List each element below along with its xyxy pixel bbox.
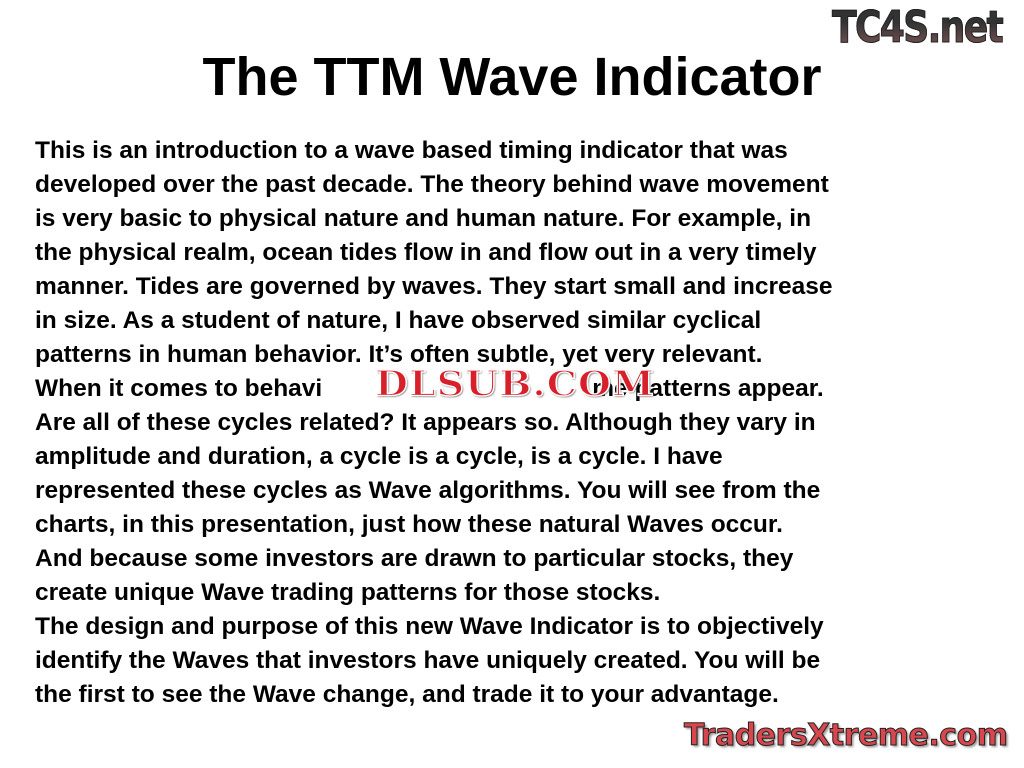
dlsub-watermark-logo: DLSUB.COM (374, 363, 656, 404)
occluded-line-start: When it comes to behavi (35, 375, 323, 402)
body-line: patterns in human behavior. It’s often s… (35, 341, 763, 368)
occluded-line-end: me patterns appear. (592, 375, 824, 402)
body-line: Are all of these cycles related? It appe… (35, 409, 816, 436)
body-line: identify the Waves that investors have u… (35, 647, 821, 674)
body-line: The design and purpose of this new Wave … (35, 613, 824, 640)
body-line: developed over the past decade. The theo… (35, 171, 829, 198)
body-line: And because some investors are drawn to … (35, 545, 794, 572)
body-line: is very basic to physical nature and hum… (35, 205, 812, 232)
body-line-occluded: When it comes to behavi me patterns appea… (35, 372, 1005, 406)
body-line: in size. As a student of nature, I have … (35, 307, 762, 334)
tradersxtreme-watermark-logo: TradersXtreme.com (683, 718, 1008, 754)
body-line: the first to see the Wave change, and tr… (35, 681, 779, 708)
body-line: create unique Wave trading patterns for … (35, 579, 661, 606)
slide-title: The TTM Wave Indicator (202, 47, 822, 107)
slide-body: This is an introduction to a wave based … (35, 134, 1005, 712)
body-line: represented these cycles as Wave algorit… (35, 477, 821, 504)
body-line: This is an introduction to a wave based … (35, 137, 788, 164)
body-line: charts, in this presentation, just how t… (35, 511, 783, 538)
body-line: manner. Tides are governed by waves. The… (35, 273, 833, 300)
tc4s-watermark-logo: TC4S.net (832, 2, 1005, 54)
body-line: the physical realm, ocean tides flow in … (35, 239, 817, 266)
body-line: amplitude and duration, a cycle is a cyc… (35, 443, 723, 470)
